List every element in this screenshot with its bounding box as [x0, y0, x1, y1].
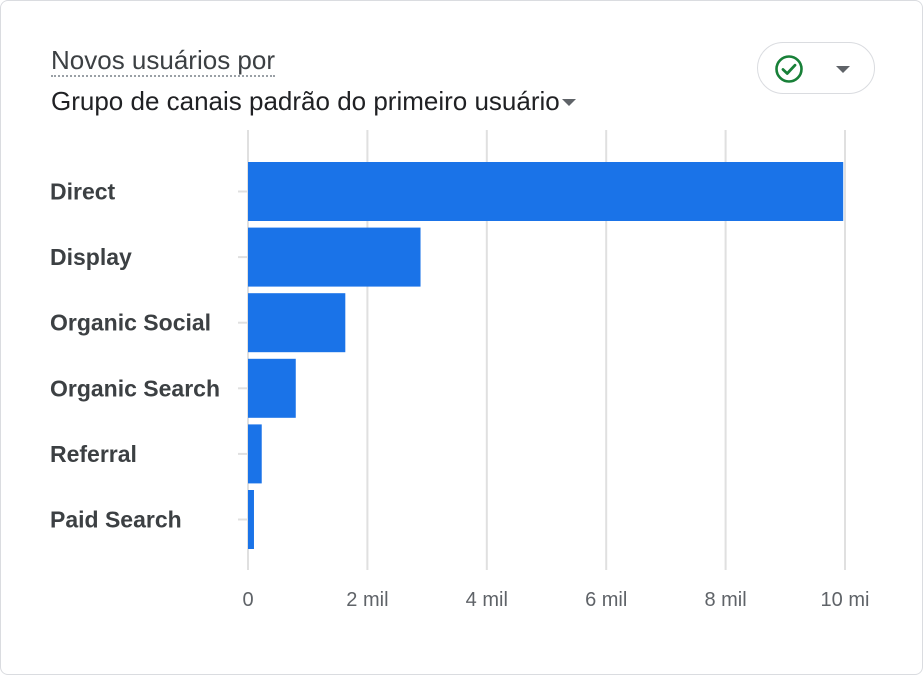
x-tick-label: 6 mil — [585, 589, 627, 611]
bar — [248, 162, 844, 221]
bar — [248, 490, 254, 549]
category-label: Organic Search — [50, 375, 220, 401]
check-circle-icon — [775, 55, 803, 83]
x-tick-label: 10 mi — [821, 589, 870, 611]
data-quality-status-button[interactable] — [757, 42, 875, 94]
category-label: Paid Search — [50, 507, 182, 533]
arrow-drop-down-icon — [836, 66, 850, 73]
bar — [248, 227, 421, 287]
caret-down-icon — [561, 98, 576, 106]
bar — [248, 358, 296, 418]
x-tick-label: 8 mil — [704, 589, 746, 611]
dimension-selector-label: Grupo de canais padrão do primeiro usuár… — [51, 86, 560, 116]
bar — [248, 293, 346, 353]
chart-title-metric[interactable]: Novos usuários por — [51, 45, 275, 77]
category-label: Organic Social — [50, 310, 211, 336]
category-label: Direct — [50, 179, 116, 205]
dimension-selector[interactable]: Grupo de canais padrão do primeiro usuár… — [51, 85, 576, 117]
x-tick-label: 2 mil — [346, 589, 388, 611]
bar — [248, 424, 262, 484]
x-tick-label: 0 — [242, 589, 253, 611]
x-tick-label: 4 mil — [466, 589, 508, 611]
category-label: Display — [50, 244, 132, 270]
category-label: Referral — [50, 441, 137, 467]
